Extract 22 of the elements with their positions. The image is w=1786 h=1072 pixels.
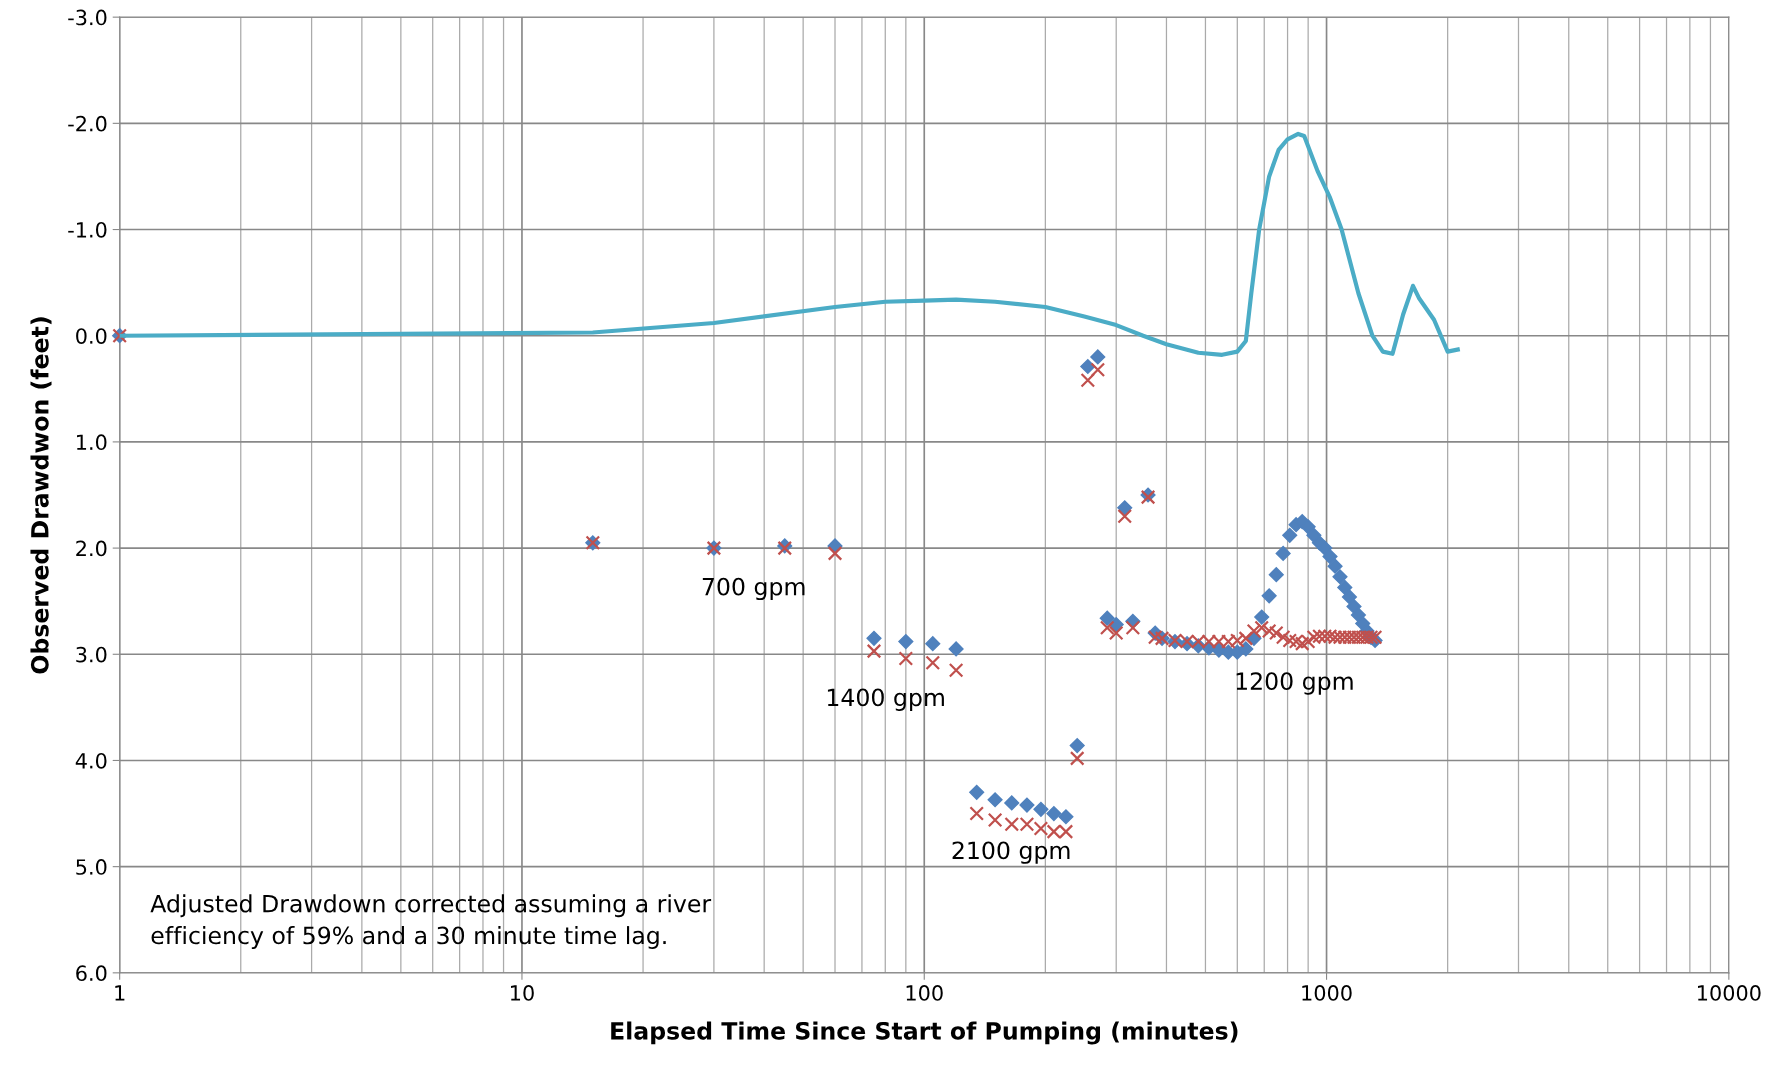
annotation: 1400 gpm bbox=[827, 688, 944, 711]
x-axis-title: Elapsed Time Since Start of Pumping (minutes) bbox=[611, 1021, 1238, 1045]
x-tick-label: 10000 bbox=[1698, 985, 1761, 1001]
y-tick-label: -3.0 bbox=[68, 9, 107, 26]
annotation: Adjusted Drawdown corrected assuming a river efficiency of 59% and a 30 minute time lag. bbox=[150, 894, 712, 949]
y-tick-label: -1.0 bbox=[68, 221, 107, 238]
y-tick-label: 5.0 bbox=[76, 859, 107, 875]
y-tick-label: -2.0 bbox=[68, 115, 107, 132]
annotation: 700 gpm bbox=[702, 577, 805, 601]
x-tick-label: 1000 bbox=[1302, 985, 1352, 1001]
y-tick-label: 6.0 bbox=[76, 965, 107, 982]
annotation: 1200 gpm bbox=[1236, 672, 1353, 695]
x-tick-label: 10 bbox=[510, 985, 534, 1001]
y-tick-label: 1.0 bbox=[77, 434, 107, 451]
annotation: 2100 gpm bbox=[952, 841, 1070, 864]
x-tick-label: 100 bbox=[906, 985, 943, 1001]
y-axis-title: Observed Drawdwon (feet) bbox=[30, 317, 52, 674]
y-tick-label: 3.0 bbox=[76, 646, 107, 663]
x-tick-label: 1 bbox=[115, 985, 125, 1001]
y-tick-label: 2.0 bbox=[76, 540, 107, 557]
y-tick-label: 4.0 bbox=[75, 752, 107, 769]
y-tick-label: 0.0 bbox=[76, 328, 107, 344]
